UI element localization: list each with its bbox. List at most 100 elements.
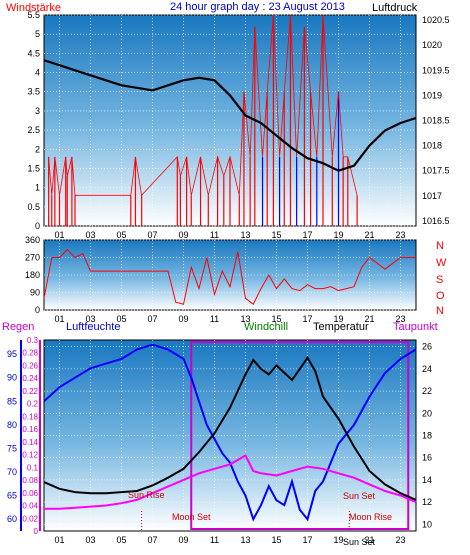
moon-set-label: Moon Set: [172, 512, 211, 522]
rain-tick-label: 0.28: [22, 349, 38, 358]
x-tick-label: 07: [147, 314, 157, 324]
pressure-tick-label: 1019.5: [422, 65, 450, 75]
humidity-tick-label: 65: [7, 491, 17, 501]
temperature-tick-label: 12: [422, 497, 432, 507]
x-tick-label: 15: [271, 230, 281, 240]
legend-taupunkt: Taupunkt: [393, 321, 438, 333]
pressure-tick-label: 1018: [422, 141, 442, 151]
rain-tick-label: 0.14: [22, 438, 38, 447]
pressure-tick-label: 1020.5: [422, 15, 450, 25]
pressure-tick-label: 1020: [422, 40, 442, 50]
x-tick-label: 23: [395, 314, 405, 324]
x-tick-label: 09: [178, 230, 188, 240]
moon-visibility-box: [190, 341, 410, 530]
rain-tick-label: 0.22: [22, 387, 38, 396]
x-tick-label: 09: [178, 314, 188, 324]
sun-set-label: Sun Set: [343, 491, 376, 501]
x-tick-label: 17: [302, 535, 312, 545]
x-tick-label: 15: [271, 535, 281, 545]
x-tick-label: 05: [116, 314, 126, 324]
legend-windchill: Windchill: [244, 321, 288, 333]
legend-regen: Regen: [2, 321, 34, 333]
sun-set-axis-label: Sun Set: [343, 537, 376, 547]
x-tick-label: 11: [210, 314, 219, 324]
humidity-tick-label: 90: [7, 373, 17, 383]
temperature-tick-label: 24: [422, 364, 432, 374]
wind-tick-label: 0.5: [27, 202, 40, 212]
wind-direction-line: [43, 248, 416, 305]
x-tick-label: 01: [54, 230, 64, 240]
direction-letter-o: O: [436, 290, 445, 302]
temperature-series-line: [43, 355, 417, 501]
pressure-tick-label: 1017: [422, 191, 442, 201]
pressure-series-line: [43, 59, 417, 172]
pressure-tick-label: 1018.5: [422, 116, 450, 126]
direction-letter-n-bottom: N: [436, 305, 444, 317]
x-tick-label: 03: [85, 535, 95, 545]
direction-letter-n-top: N: [436, 240, 444, 252]
rain-tick-label: 0.3: [27, 336, 39, 345]
direction-tick-label: 270: [25, 253, 40, 263]
humidity-tick-label: 70: [7, 467, 17, 477]
dewpoint-series-line: [44, 454, 417, 510]
x-tick-label: 17: [302, 314, 312, 324]
x-tick-label: 15: [271, 314, 281, 324]
rain-tick-label: 0.06: [22, 489, 38, 498]
temperature-tick-label: 14: [422, 475, 432, 485]
x-tick-label: 21: [364, 314, 374, 324]
wind-tick-label: 0: [35, 221, 40, 231]
chart-title: 24 hour graph day : 23 August 2013: [170, 1, 345, 13]
rain-tick-label: 0.18: [22, 412, 38, 421]
humidity-tick-label: 95: [7, 349, 17, 359]
wind-axis-label: Windstärke: [6, 2, 61, 14]
rain-tick-label: 0.26: [22, 361, 38, 370]
x-tick-label: 19: [333, 314, 343, 324]
temperature-tick-label: 18: [422, 431, 432, 441]
x-tick-label: 13: [240, 535, 250, 545]
direction-letter-s: S: [436, 274, 443, 286]
wind-tick-label: 1.5: [27, 163, 40, 173]
x-tick-label: 23: [395, 230, 405, 240]
x-tick-label: 01: [54, 314, 64, 324]
x-tick-label: 11: [210, 230, 219, 240]
x-tick-label: 13: [240, 230, 250, 240]
x-tick-label: 23: [395, 535, 405, 545]
x-tick-label: 21: [364, 230, 374, 240]
humidity-tick-label: 75: [7, 443, 17, 453]
x-tick-label: 07: [147, 535, 157, 545]
wind-tick-label: 5: [35, 29, 40, 39]
temperature-tick-label: 20: [422, 408, 432, 418]
x-tick-label: 05: [116, 230, 126, 240]
direction-tick-label: 180: [25, 270, 40, 280]
humidity-tick-label: 85: [7, 396, 17, 406]
wind-tick-label: 2: [35, 144, 40, 154]
x-tick-label: 17: [302, 230, 312, 240]
wind-tick-label: 3: [35, 106, 40, 116]
legend-temperatur: Temperatur: [313, 321, 369, 333]
rain-tick-label: 0.12: [22, 451, 38, 460]
rain-tick-label: 0: [34, 527, 39, 536]
x-tick-label: 21: [364, 535, 374, 545]
rain-tick-label: 0.04: [22, 502, 38, 511]
temperature-tick-label: 10: [422, 519, 432, 529]
humidity-tick-label: 80: [7, 420, 17, 430]
wind-tick-label: 3.5: [27, 87, 40, 97]
rain-tick-label: 0.08: [22, 476, 38, 485]
temperature-tick-label: 22: [422, 386, 432, 396]
direction-letter-w: W: [436, 257, 447, 269]
wind-tick-label: 1: [35, 183, 40, 193]
x-tick-label: 19: [333, 535, 343, 545]
pressure-axis-label: Luftdruck: [372, 2, 418, 14]
x-tick-label: 09: [178, 535, 188, 545]
legend-luftfeuchte: Luftfeuchte: [66, 321, 120, 333]
temperature-tick-label: 16: [422, 453, 432, 463]
wind-tick-label: 2.5: [27, 125, 40, 135]
temperature-tick-label: 26: [422, 342, 432, 352]
pressure-tick-label: 1019: [422, 90, 442, 100]
x-tick-label: 19: [333, 230, 343, 240]
x-tick-label: 13: [240, 314, 250, 324]
x-tick-label: 03: [85, 230, 95, 240]
x-tick-label: 01: [54, 535, 64, 545]
